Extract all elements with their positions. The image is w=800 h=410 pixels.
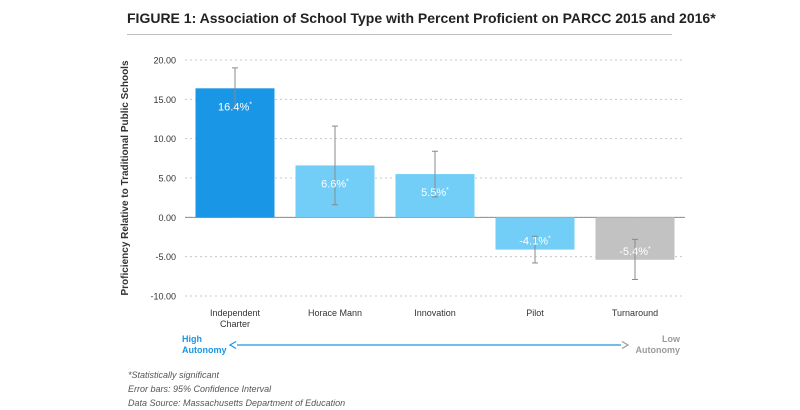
y-tick-label: -5.00 [155, 252, 176, 262]
high-autonomy-label: Autonomy [182, 345, 227, 355]
y-tick-label: -10.00 [150, 292, 176, 302]
autonomy-arrow-right [621, 340, 630, 350]
y-tick-label: 0.00 [158, 213, 176, 223]
high-autonomy-label: High [182, 334, 202, 344]
bar-value-label: 5.5%* [421, 187, 449, 199]
y-tick-label: 5.00 [158, 174, 176, 184]
x-category-label: Charter [220, 319, 250, 329]
footnote-source: Data Source: Massachusetts Department of… [128, 398, 346, 408]
x-category-label: Horace Mann [308, 308, 362, 318]
x-category-label: Innovation [414, 308, 456, 318]
bar-value-label: -5.4%* [619, 246, 651, 258]
bar-value-label: 6.6%* [321, 178, 349, 190]
chart-title: FIGURE 1: Association of School Type wit… [127, 10, 716, 26]
footnote-error-bars: Error bars: 95% Confidence Interval [128, 384, 272, 394]
y-axis-label: Proficiency Relative to Traditional Publ… [120, 60, 131, 295]
footnote-significance: *Statistically significant [128, 370, 220, 380]
x-category-label: Independent [210, 308, 261, 318]
y-tick-label: 15.00 [153, 95, 176, 105]
autonomy-arrow-left [228, 340, 237, 350]
x-category-label: Turnaround [612, 308, 658, 318]
x-category-label: Pilot [526, 308, 544, 318]
bar-chart: 20.00 15.00 10.00 5.00 0.00 -5.00 -10.00 Profic… [120, 56, 685, 355]
title-divider [127, 34, 672, 35]
y-tick-label: 20.00 [153, 56, 176, 66]
bar-value-label: 16.4%* [218, 101, 252, 113]
bar [195, 88, 275, 218]
y-tick-label: 10.00 [153, 134, 176, 144]
low-autonomy-label: Autonomy [636, 345, 681, 355]
low-autonomy-label: Low [662, 334, 681, 344]
bar-value-label: -4.1%* [519, 236, 551, 248]
